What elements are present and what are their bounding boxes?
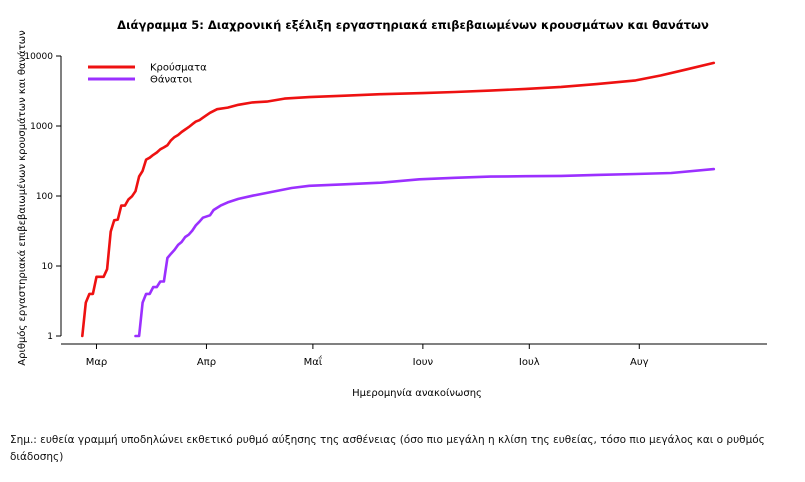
- x-tick-label: Μαρ: [86, 357, 108, 368]
- y-tick-label: 1000: [30, 122, 53, 132]
- chart-title: Διάγραμμα 5: Διαχρονική εξέλιξη εργαστηρ…: [117, 18, 709, 32]
- footnote: Σημ.: ευθεία γραμμή υποδηλώνει εκθετικό …: [10, 434, 765, 463]
- x-tick-label: Μαΐ: [304, 354, 323, 368]
- x-axis-label: Ημερομηνία ανακοίνωσης: [352, 387, 482, 399]
- x-tick-label: Ιουλ: [519, 357, 540, 368]
- legend-label-0: Κρούσματα: [150, 62, 207, 74]
- x-tick-label: Αυγ: [630, 357, 649, 368]
- series-lines: [81, 61, 716, 338]
- series-line-1: [134, 167, 716, 338]
- series-line-0: [81, 61, 716, 338]
- x-tick-label: Ιουν: [413, 357, 434, 368]
- legend-label-1: Θάνατοι: [150, 74, 193, 86]
- axes: 1 10 100 1000 10000 Μαρ Απρ Μαΐ Ιουν Ιουλ Αυγ: [24, 52, 767, 368]
- y-tick-label: 10: [42, 262, 54, 272]
- y-tick-label: 10000: [24, 52, 53, 62]
- y-axis-label: Αριθμός εργαστηριακά επιβεβαιωμένων κρου…: [16, 30, 28, 366]
- chart: Διάγραμμα 5: Διαχρονική εξέλιξη εργαστηρ…: [16, 18, 767, 399]
- y-tick-label: 1: [47, 332, 53, 342]
- x-tick-label: Απρ: [197, 357, 216, 368]
- y-tick-label: 100: [36, 192, 53, 202]
